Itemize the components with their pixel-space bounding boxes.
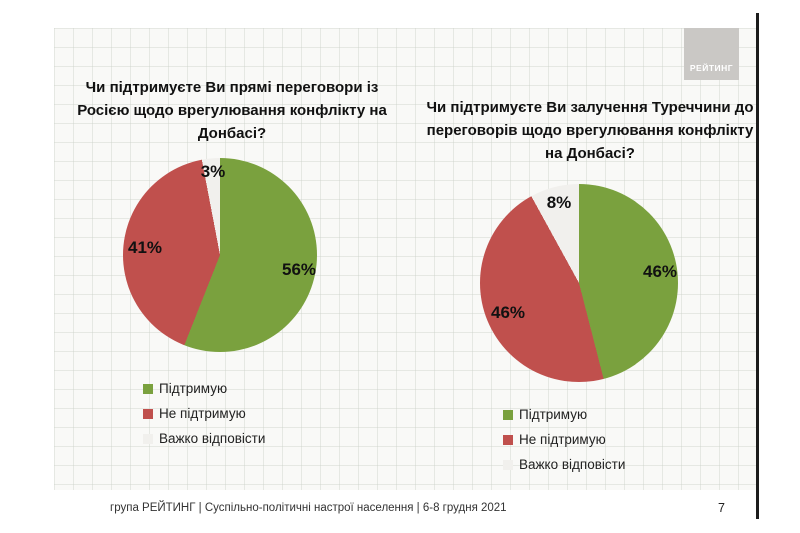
pie-chart-negotiations-russia [123,158,317,352]
legend-item-undecided: Важко відповісти [143,426,265,451]
green-swatch-icon [143,383,153,394]
rating-group-logo: РЕЙТИНГ [684,28,739,80]
legend-label: Не підтримую [159,406,246,421]
legend-item-support: Підтримую [503,402,625,427]
legend-item-undecided: Важко відповісти [503,452,625,477]
pie-chart-turkey-involvement [480,184,678,382]
legend-label: Не підтримую [519,432,606,447]
legend-item-support: Підтримую [143,376,265,401]
legend-label: Підтримую [519,407,588,422]
chart2-legend: Підтримую Не підтримую Важко відповісти [503,402,625,477]
chart1-label-support: 56% [281,260,317,279]
legend-label: Важко відповісти [159,431,266,446]
legend-label: Підтримую [159,381,228,396]
logo-text: РЕЙТИНГ [689,63,734,73]
red-swatch-icon [503,434,513,445]
red-swatch-icon [143,408,153,419]
chart2-label-undecided: 8% [546,193,572,212]
chart2-title: Чи підтримуєте Ви залучення Туреччини до… [426,99,754,162]
chart1-label-undecided: 3% [200,162,226,181]
chart1-title: Чи підтримуєте Ви прямі переговори із Ро… [77,79,387,142]
green-swatch-icon [503,409,513,420]
footer-source-line: група РЕЙТИНГ | Суспільно-політичні наст… [110,502,507,514]
legend-item-oppose: Не підтримую [143,401,265,426]
chart1-legend: Підтримую Не підтримую Важко відповісти [143,376,265,451]
grey-swatch-icon [143,433,153,444]
chart1-label-oppose: 41% [127,238,163,257]
chart2-label-oppose: 46% [490,303,526,322]
slide-right-border [756,13,759,519]
legend-label: Важко відповісти [519,457,626,472]
chart2-label-support: 46% [642,262,678,281]
legend-item-oppose: Не підтримую [503,427,625,452]
grey-swatch-icon [503,459,513,470]
page-number: 7 [718,501,725,515]
